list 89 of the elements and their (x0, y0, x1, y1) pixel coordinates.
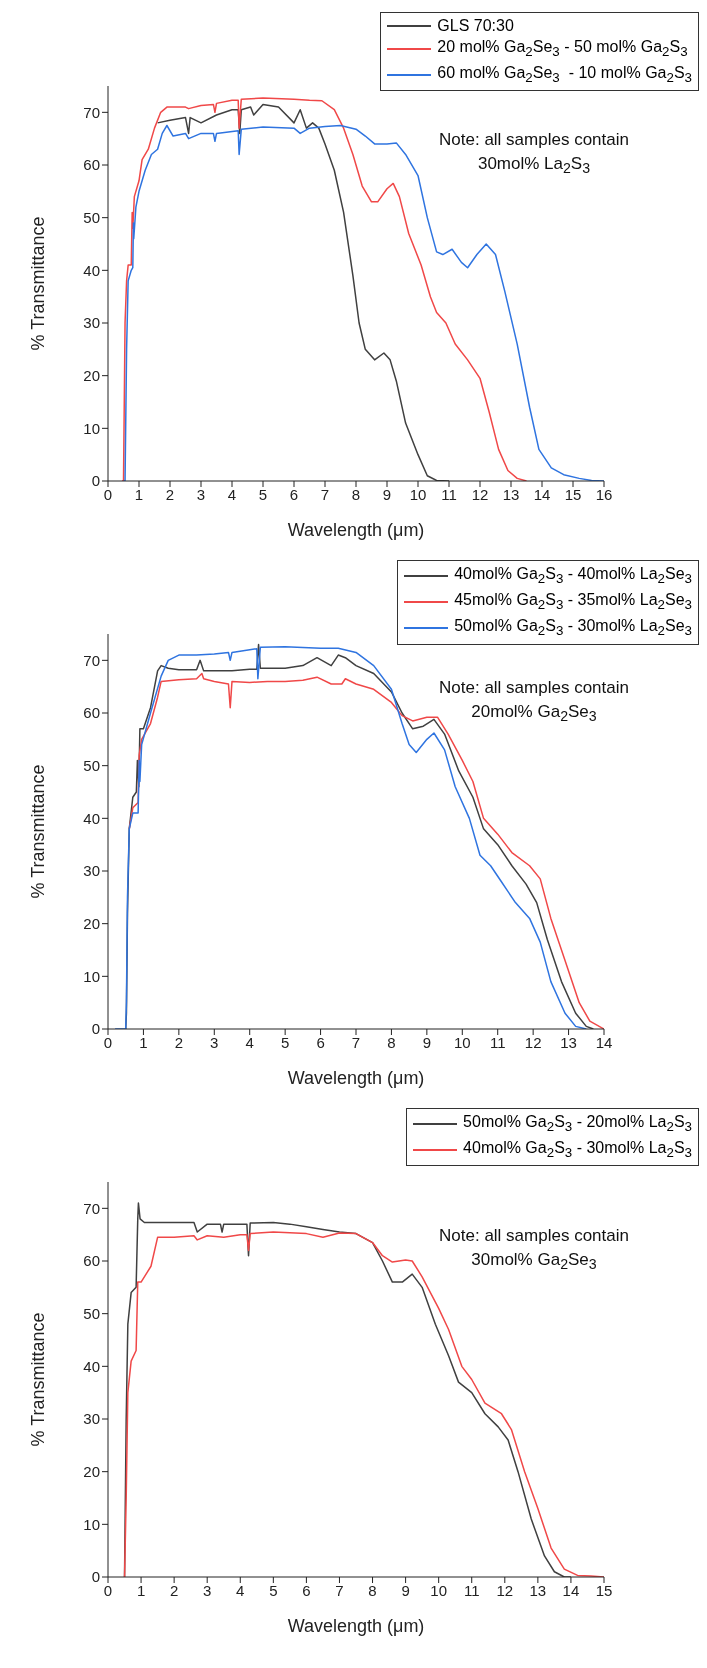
x-tick-label: 3 (196, 485, 206, 503)
x-tick-label: 0 (103, 485, 113, 503)
x-tick-label: 10 (453, 1033, 471, 1051)
x-tick-label: 8 (351, 485, 361, 503)
x-tick-label: 3 (210, 1033, 219, 1051)
x-tick-label: 2 (165, 485, 175, 503)
y-tick-label: 20 (83, 366, 100, 384)
x-tick-label: 4 (227, 485, 237, 503)
y-tick-label: 30 (83, 314, 100, 332)
x-tick-label: 12 (524, 1033, 542, 1051)
y-tick-label: 70 (83, 651, 100, 669)
x-tick-label: 6 (316, 1033, 325, 1051)
y-tick-label: 70 (83, 103, 100, 121)
y-tick-label: 40 (83, 1357, 100, 1375)
x-tick-label: 1 (134, 485, 144, 503)
legend-label: GLS 70:30 (437, 16, 514, 36)
x-tick-label: 13 (560, 1033, 577, 1051)
y-tick-label: 40 (83, 261, 100, 279)
y-tick-label: 50 (83, 208, 100, 226)
legend-label: 20 mol% Ga$_{2}$Se$_{3}$ - 50 mol% Ga$_{2}$S$_{3}$ (437, 37, 688, 62)
x-tick-label: 2 (174, 1033, 184, 1051)
x-tick-label: 5 (280, 1033, 290, 1051)
legend-label: 60 mol% Ga$_{2}$Se$_{3}$ - 10 mol% Ga$_{2}$S$_{3}$ (437, 63, 692, 88)
legend-label: 50mol% Ga$_{2}$S$_{3}$ - 30mol% La$_{2}$Se$_{3}$ (454, 616, 692, 641)
x-tick-label: 14 (595, 1033, 613, 1051)
y-tick-label: 50 (83, 1304, 100, 1322)
y-tick-label: 50 (83, 756, 100, 774)
x-tick-label: 14 (562, 1581, 580, 1599)
x-tick-label: 10 (409, 485, 427, 503)
x-tick-label: 16 (595, 485, 613, 503)
x-tick-label: 8 (387, 1033, 396, 1051)
annotation: Note: all samples contain 30mol% Ga$_{2}$Se$_{3}$ (438, 1225, 630, 1275)
x-tick-label: 9 (401, 1581, 410, 1599)
x-tick-label: 12 (471, 485, 489, 503)
x-tick-label: 8 (368, 1581, 377, 1599)
x-axis-title: Wavelength (μm) (287, 1616, 425, 1636)
y-tick-label: 70 (83, 1199, 100, 1217)
x-tick-label: 13 (502, 485, 520, 503)
x-tick-label: 5 (269, 1581, 278, 1599)
y-tick-label: 60 (83, 704, 100, 722)
x-tick-label: 10 (430, 1581, 448, 1599)
legend-label: 45mol% Ga$_{2}$S$_{3}$ - 35mol% La$_{2}$Se$_{3}$ (454, 590, 692, 615)
x-tick-label: 0 (103, 1581, 113, 1599)
x-tick-label: 11 (463, 1581, 480, 1599)
y-tick-label: 0 (91, 1568, 100, 1586)
y-tick-label: 30 (83, 1410, 100, 1428)
x-axis-title: Wavelength (μm) (287, 1068, 425, 1088)
x-tick-label: 9 (422, 1033, 432, 1051)
y-tick-label: 20 (83, 914, 100, 932)
x-tick-label: 4 (245, 1033, 254, 1051)
x-tick-label: 11 (489, 1033, 506, 1051)
y-tick-label: 10 (83, 967, 100, 985)
x-tick-label: 2 (169, 1581, 179, 1599)
y-tick-label: 20 (83, 1462, 100, 1480)
x-tick-label: 13 (529, 1581, 547, 1599)
y-tick-label: 40 (83, 809, 100, 827)
x-tick-label: 3 (203, 1581, 212, 1599)
x-tick-label: 7 (351, 1033, 361, 1051)
y-tick-label: 10 (83, 419, 100, 437)
legend-label: 50mol% Ga$_{2}$S$_{3}$ - 20mol% La$_{2}$S$_{3}$ (463, 1112, 692, 1137)
x-tick-label: 12 (496, 1581, 514, 1599)
y-tick-label: 60 (83, 156, 100, 174)
annotation: Note: all samples contain 30mol% La$_{2}$S$_{3}$ (438, 129, 630, 179)
y-tick-label: 0 (91, 472, 100, 490)
legend-label: 40mol% Ga$_{2}$S$_{3}$ - 30mol% La$_{2}$S$_{3}$ (463, 1138, 692, 1163)
y-tick-label: 0 (91, 1020, 100, 1038)
y-axis-title: % Transmittance (28, 216, 49, 351)
x-tick-label: 4 (236, 1581, 245, 1599)
x-tick-label: 6 (289, 485, 299, 503)
y-axis-title: % Transmittance (28, 1312, 49, 1447)
y-tick-label: 60 (83, 1252, 100, 1270)
x-tick-label: 7 (320, 485, 330, 503)
x-tick-label: 5 (258, 485, 268, 503)
y-axis-title: % Transmittance (28, 764, 49, 899)
annotation: Note: all samples contain 20mol% Ga$_{2}$Se$_{3}$ (438, 677, 630, 727)
x-tick-label: 1 (139, 1033, 148, 1051)
x-tick-label: 15 (564, 485, 582, 503)
x-tick-label: 0 (103, 1033, 113, 1051)
x-tick-label: 6 (302, 1581, 311, 1599)
y-tick-label: 30 (83, 862, 100, 880)
x-axis-title: Wavelength (μm) (287, 520, 425, 540)
x-tick-label: 7 (335, 1581, 344, 1599)
legend-label: 40mol% Ga$_{2}$S$_{3}$ - 40mol% La$_{2}$Se$_{3}$ (454, 564, 692, 589)
x-tick-label: 9 (382, 485, 392, 503)
x-tick-label: 15 (595, 1581, 613, 1599)
x-tick-label: 1 (136, 1581, 146, 1599)
y-tick-label: 10 (83, 1515, 100, 1533)
x-tick-label: 14 (533, 485, 551, 503)
x-tick-label: 11 (441, 485, 457, 503)
